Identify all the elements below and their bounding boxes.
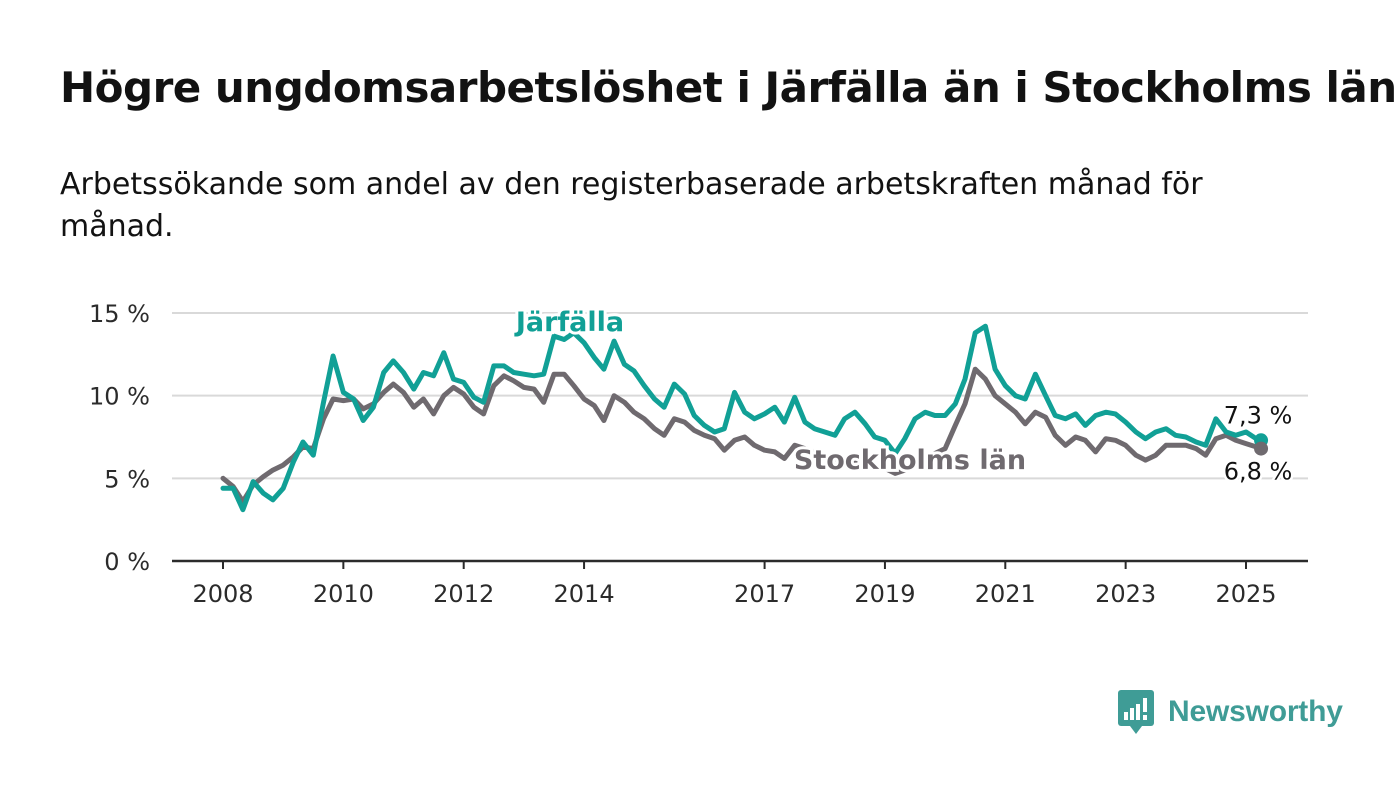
end-label-stockholm: 6,8 % bbox=[1224, 458, 1293, 486]
x-tick-label: 2012 bbox=[433, 580, 494, 608]
x-tick-label: 2021 bbox=[975, 580, 1036, 608]
series-label-jarfalla: Järfälla bbox=[514, 307, 624, 338]
grid-lines bbox=[172, 312, 1308, 480]
x-tick-label: 2014 bbox=[554, 580, 615, 608]
y-tick-label: 5 % bbox=[104, 465, 150, 493]
x-tick-label: 2017 bbox=[734, 580, 795, 608]
newsworthy-logo: Newsworthy bbox=[1118, 690, 1343, 734]
end-point-stockholm bbox=[1254, 441, 1269, 456]
end-labels: 7,3 % 6,8 % bbox=[1221, 399, 1295, 488]
x-tick-label: 2023 bbox=[1095, 580, 1156, 608]
y-tick-label: 10 % bbox=[89, 383, 150, 411]
axes: 0 % 5 % 10 % 15 % 2008 2010 2012 2014 2017 2019 20… bbox=[89, 300, 1308, 608]
series-line-jarfalla bbox=[220, 323, 1264, 513]
x-tick-label: 2019 bbox=[854, 580, 915, 608]
chart-title: Högre ungdomsarbetslöshet i Järfälla än … bbox=[60, 63, 1397, 112]
end-label-jarfalla: 7,3 % bbox=[1224, 401, 1293, 429]
y-tick-label: 0 % bbox=[104, 548, 150, 576]
newsworthy-logo-text: Newsworthy bbox=[1168, 695, 1343, 728]
newsworthy-logo-icon bbox=[1118, 690, 1154, 734]
series-lines bbox=[220, 323, 1264, 513]
x-tick-label: 2025 bbox=[1215, 580, 1276, 608]
series-line-stockholm bbox=[220, 366, 1264, 504]
x-tick-label: 2008 bbox=[192, 580, 253, 608]
y-tick-label: 15 % bbox=[89, 300, 150, 328]
x-tick-label: 2010 bbox=[313, 580, 374, 608]
chart-subtitle: Arbetssökande som andel av den registerb… bbox=[60, 167, 1203, 244]
series-label-stockholm: Stockholms län bbox=[794, 445, 1026, 476]
series-labels: Järfälla Stockholms län bbox=[511, 304, 1029, 479]
